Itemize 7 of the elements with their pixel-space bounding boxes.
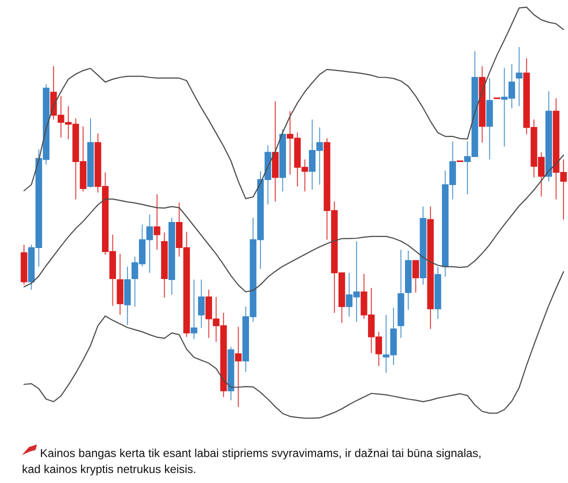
candlestick — [235, 326, 242, 408]
candlestick — [516, 46, 522, 107]
candlestick — [190, 279, 198, 340]
candlestick — [412, 260, 419, 294]
candlestick — [154, 194, 160, 250]
text: Kainos bangas kerta tik esant labai stipriems svyravimams, ir dažnai tai būna signalas, kad kainos kryptis netrukus keisis. — [22, 448, 480, 476]
candlestick — [198, 279, 205, 328]
